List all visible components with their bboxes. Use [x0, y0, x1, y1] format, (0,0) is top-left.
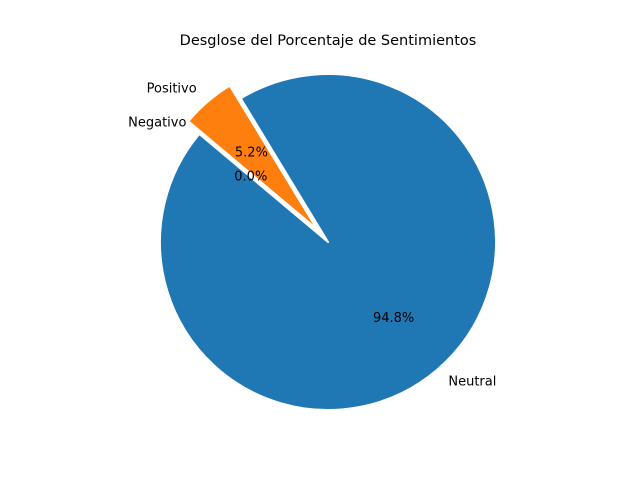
pie-slices: [159, 73, 498, 411]
pct-label-negativo: 0.0%: [234, 170, 267, 185]
pct-label-neutral: 94.8%: [373, 311, 414, 326]
slice-label-negativo: Negativo: [128, 116, 186, 131]
pie-slice-neutral: [159, 73, 498, 411]
pie-labels: Neutral 94.8% Positivo 5.2% Negativo 0.0%: [128, 82, 496, 390]
pct-label-positivo: 5.2%: [235, 145, 268, 160]
chart-title: Desglose del Porcentaje de Sentimientos: [179, 33, 477, 49]
slice-label-neutral: Neutral: [448, 375, 496, 390]
pie-slice-positivo: [187, 84, 319, 231]
slice-label-positivo: Positivo: [147, 82, 197, 97]
